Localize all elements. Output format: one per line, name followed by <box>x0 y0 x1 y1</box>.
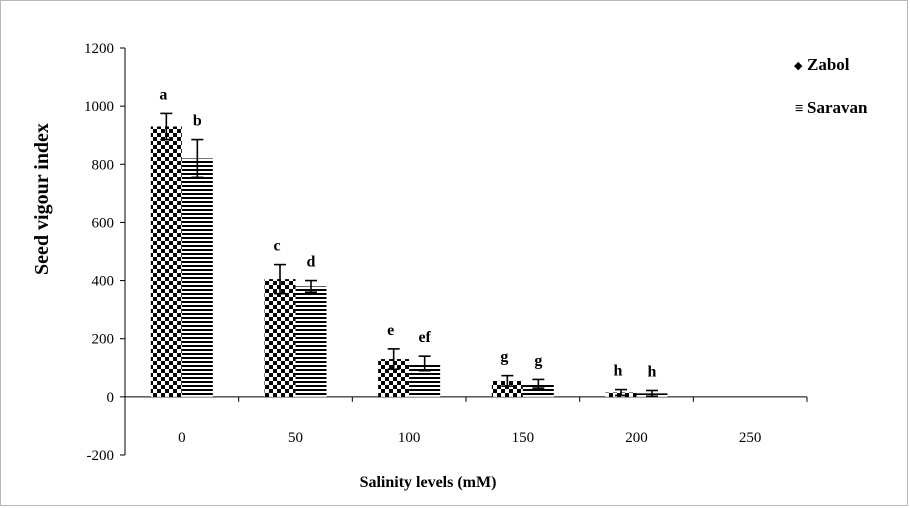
significance-letter: g <box>534 352 542 369</box>
x-tick-label: 200 <box>625 430 648 446</box>
bar-zabol-150 <box>491 380 523 397</box>
y-tick-label: 200 <box>92 332 115 348</box>
legend-marker-zabol: ◆ <box>794 60 803 72</box>
y-tick-label: -200 <box>87 448 115 464</box>
legend: ◆ Zabol ≡ Saravan <box>794 55 868 117</box>
significance-labels: a c e g h b d ef g h <box>159 86 656 380</box>
x-tick-label: 50 <box>288 430 303 446</box>
x-tick-label: 0 <box>178 430 186 446</box>
y-tick-label: 400 <box>92 274 115 290</box>
bar-saravan-150 <box>522 383 554 397</box>
significance-letter: a <box>159 86 167 103</box>
y-tick-label: 0 <box>107 390 115 406</box>
bar-saravan-0 <box>181 158 213 397</box>
legend-label-saravan: Saravan <box>807 98 868 117</box>
significance-letter: h <box>648 363 657 380</box>
legend-marker-saravan: ≡ <box>795 101 804 117</box>
significance-letter: b <box>193 113 202 130</box>
bars <box>150 126 668 397</box>
legend-label-zabol: Zabol <box>807 55 850 74</box>
x-tick-label: 150 <box>512 430 535 446</box>
y-tick-label: 600 <box>92 215 115 231</box>
error-bars <box>160 112 658 398</box>
x-tick-label: 250 <box>739 430 762 446</box>
significance-letter: c <box>273 238 280 255</box>
significance-letter: ef <box>418 329 431 346</box>
y-tick-label: 1000 <box>84 99 114 115</box>
bar-zabol-50 <box>264 279 296 397</box>
y-tick-label: 1200 <box>84 41 114 57</box>
x-tick-label: 100 <box>398 430 421 446</box>
y-axis-title: Seed vigour index <box>31 123 53 275</box>
significance-letter: e <box>387 322 394 339</box>
y-tick-label: 800 <box>92 157 115 173</box>
x-axis-title: Salinity levels (mM) <box>360 474 497 491</box>
significance-letter: g <box>500 349 508 366</box>
bar-zabol-0 <box>150 126 182 397</box>
axes: -200 0 200 400 600 800 1000 1200 0 50 100 150 200 250 <box>84 41 808 464</box>
significance-letter: h <box>614 363 623 380</box>
significance-letter: d <box>307 254 316 271</box>
bar-saravan-50 <box>295 286 327 397</box>
